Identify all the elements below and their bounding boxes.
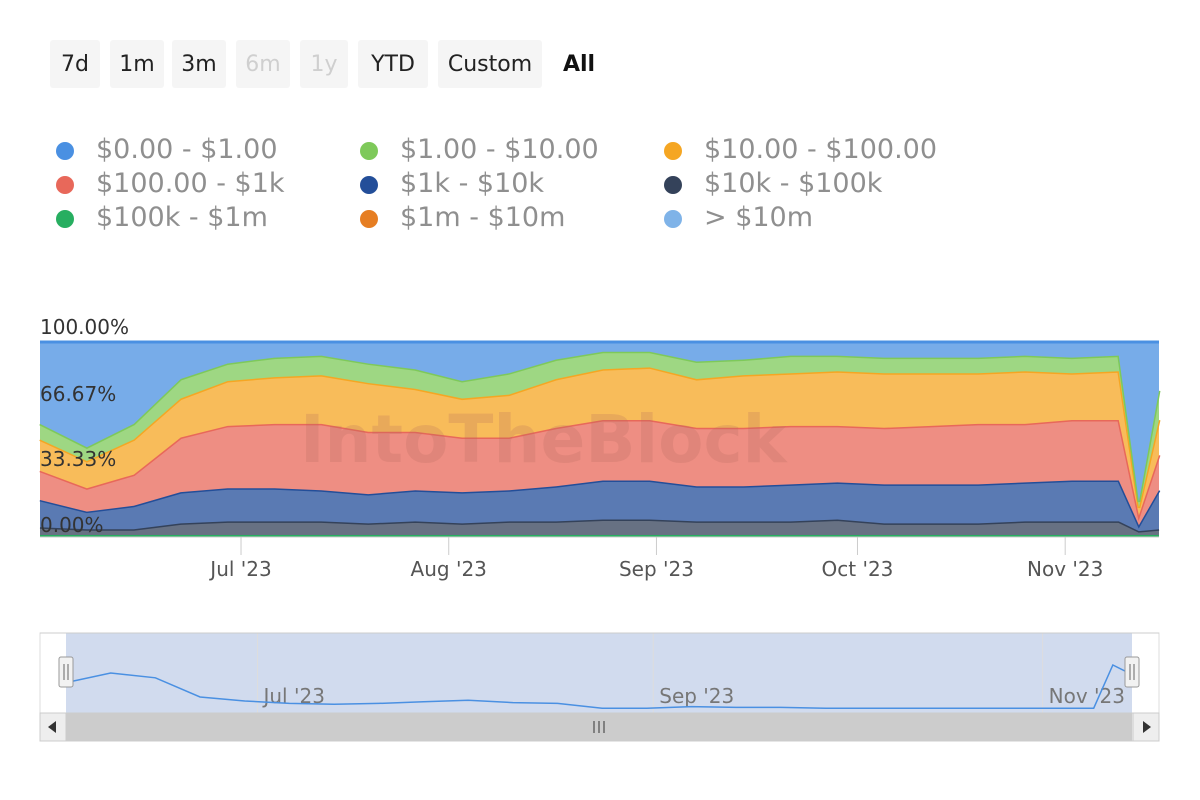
- range-button-1y: 1y: [300, 40, 348, 88]
- y-tick-label: 100.00%: [40, 315, 129, 339]
- chart-legend: $0.00 - $1.00 $1.00 - $10.00 $10.00 - $1…: [56, 132, 1056, 242]
- navigator-series-line: [65, 663, 1133, 709]
- legend-label: $1k - $10k: [400, 168, 545, 199]
- stacked-areas: [39, 340, 1161, 537]
- range-button-7d[interactable]: 7d: [50, 40, 100, 88]
- legend-marker: [664, 210, 682, 228]
- legend-label: $1m - $10m: [400, 202, 566, 233]
- range-button-6m: 6m: [236, 40, 290, 88]
- legend-label: $10.00 - $100.00: [704, 134, 938, 165]
- legend-marker: [56, 210, 74, 228]
- legend-label: $100.00 - $1k: [96, 168, 285, 199]
- legend-marker: [56, 176, 74, 194]
- area-series: [40, 367, 1159, 516]
- y-tick-label: 0.00%: [40, 513, 104, 537]
- x-tick-label: Jul '23: [208, 557, 271, 581]
- scrollbar[interactable]: [39, 712, 1160, 742]
- range-button-1m[interactable]: 1m: [110, 40, 164, 88]
- navigator[interactable]: Jul '23 Sep '23 Nov '23: [39, 632, 1160, 714]
- y-tick-label: 33.33%: [40, 447, 116, 471]
- legend-marker: [664, 142, 682, 160]
- legend-label: $100k - $1m: [96, 202, 268, 233]
- navigator-mask: [66, 633, 1132, 713]
- y-axis: 100.00% 66.67% 33.33% 0.00%: [40, 315, 129, 537]
- range-button-3m[interactable]: 3m: [172, 40, 226, 88]
- legend-marker: [360, 142, 378, 160]
- navigator-tick-label: Nov '23: [1049, 684, 1125, 708]
- x-tick-label: Aug '23: [411, 557, 487, 581]
- range-button-all[interactable]: All: [562, 52, 596, 77]
- watermark: IntoTheBlock: [300, 401, 789, 478]
- legend-label: $1.00 - $10.00: [400, 134, 599, 165]
- area-series: [40, 351, 1159, 508]
- x-tick-label: Oct '23: [822, 557, 894, 581]
- legend-marker: [664, 176, 682, 194]
- range-button-custom[interactable]: Custom: [438, 40, 542, 88]
- area-series-line: [39, 365, 1161, 509]
- navigator-handle-right[interactable]: [1124, 656, 1140, 688]
- navigator-handle-left[interactable]: [58, 656, 74, 688]
- x-tick-label: Sep '23: [619, 557, 694, 581]
- legend-marker: [360, 176, 378, 194]
- scroll-left-arrow[interactable]: [39, 712, 67, 742]
- area-series: [40, 480, 1159, 532]
- legend-label: > $10m: [704, 202, 814, 233]
- legend-marker: [56, 142, 74, 160]
- plot-area: IntoTheBlock: [39, 340, 1161, 537]
- chevron-right-icon: [1143, 721, 1151, 733]
- scroll-right-arrow[interactable]: [1132, 712, 1160, 742]
- x-axis: Jul '23 Aug '23 Sep '23 Oct '23 Nov '23: [40, 536, 1159, 581]
- area-series: [40, 420, 1159, 526]
- legend-marker: [360, 210, 378, 228]
- range-button-ytd[interactable]: YTD: [358, 40, 428, 88]
- x-tick-label: Nov '23: [1027, 557, 1103, 581]
- y-tick-label: 66.67%: [40, 382, 116, 406]
- legend-label: $10k - $100k: [704, 168, 883, 199]
- legend-label: $0.00 - $1.00: [96, 134, 278, 165]
- navigator-tick-label: Sep '23: [659, 684, 734, 708]
- chevron-left-icon: [48, 721, 56, 733]
- area-series: [40, 342, 1159, 502]
